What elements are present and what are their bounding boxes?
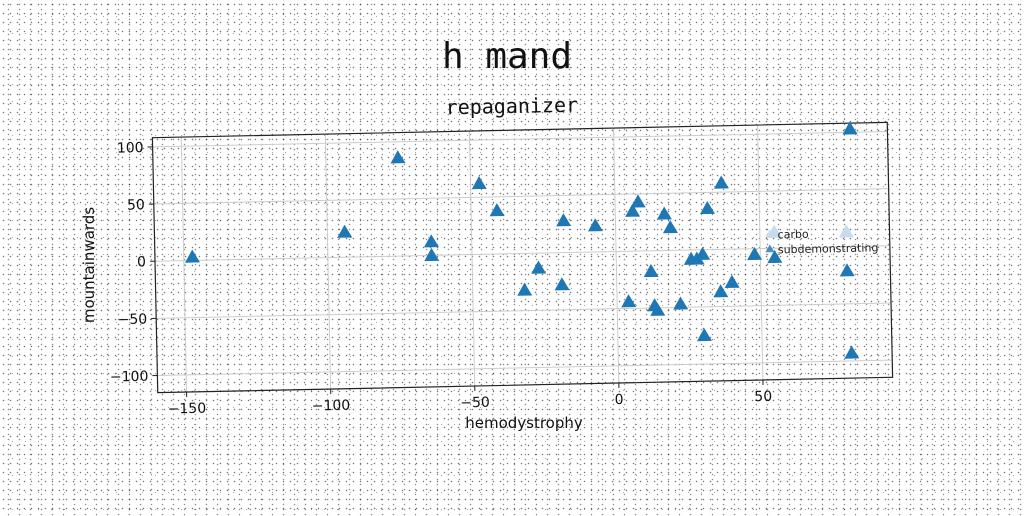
- data-point: [839, 224, 854, 237]
- data-point: [630, 194, 645, 207]
- data-point: [185, 249, 200, 262]
- y-tick-label: −50: [118, 312, 148, 329]
- data-point: [424, 248, 439, 261]
- x-gridline: [181, 137, 186, 392]
- data-point: [844, 345, 859, 358]
- chart-title: repaganizer: [445, 93, 578, 120]
- y-gridline: [156, 303, 891, 318]
- x-gridline: [469, 131, 474, 386]
- x-tick-label: −50: [460, 395, 490, 412]
- y-axis-label: mountainwards: [80, 207, 98, 323]
- figure-suptitle: h mand: [442, 36, 572, 77]
- data-point: [556, 213, 571, 226]
- data-point: [588, 218, 603, 231]
- data-point: [390, 150, 405, 163]
- data-point: [697, 328, 712, 341]
- data-point: [839, 263, 854, 276]
- data-point: [424, 234, 439, 247]
- y-gridline: [154, 189, 889, 204]
- plot-frame: [152, 122, 892, 392]
- y-gridline: [157, 360, 892, 375]
- legend-label: subdemonstrating: [778, 241, 879, 256]
- x-gridline: [613, 128, 618, 383]
- data-point: [471, 176, 486, 189]
- x-gridline: [325, 134, 330, 389]
- x-axis-label: hemodystrophy: [465, 414, 583, 432]
- x-gridline: [758, 125, 763, 380]
- x-tick-label: −100: [312, 398, 351, 415]
- y-tick-label: 50: [127, 197, 145, 213]
- data-point: [657, 206, 672, 219]
- legend-label: carbo: [777, 228, 809, 242]
- plot-area: −150 −100 −50 0 50 −100 −50 0 50 100 carbosubdemon…: [105, 121, 893, 419]
- x-tick-label: 0: [615, 392, 624, 408]
- data-point: [724, 275, 739, 288]
- x-tick-label: −150: [168, 401, 207, 418]
- y-tick-label: 100: [117, 140, 144, 157]
- data-point: [663, 220, 678, 233]
- y-gridline: [153, 131, 888, 146]
- data-point: [714, 175, 729, 188]
- y-tick-label: 0: [137, 254, 146, 270]
- data-point: [554, 277, 569, 290]
- y-tick-label: −100: [110, 369, 149, 386]
- data-point: [337, 224, 352, 237]
- data-point: [531, 260, 546, 273]
- data-point: [621, 294, 636, 307]
- data-point: [673, 296, 688, 309]
- data-point: [489, 203, 504, 216]
- data-point: [700, 201, 715, 214]
- data-point: [643, 264, 658, 277]
- data-point: [517, 282, 532, 295]
- x-tick-label: 50: [754, 389, 772, 405]
